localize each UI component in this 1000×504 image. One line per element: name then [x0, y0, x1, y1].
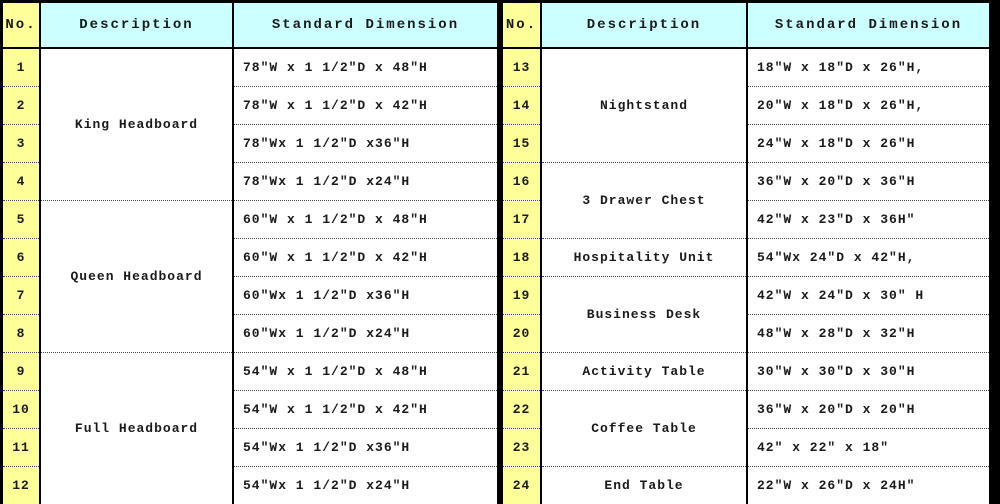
dimension-cell: 60″W x 1 1/2″D x 48″H [233, 201, 497, 239]
description-cell: Full Headboard [40, 353, 233, 504]
header-dimension: Standard Dimension [233, 3, 497, 48]
right-table: No. Description Standard Dimension 13 Ni… [503, 3, 989, 504]
row-number-cell: 23 [503, 429, 541, 467]
description-cell: Queen Headboard [40, 201, 233, 353]
description-cell: End Table [541, 467, 747, 504]
row-number-cell: 1 [3, 48, 40, 87]
dimension-cell: 78″Wx 1 1/2″D x36″H [233, 125, 497, 163]
row-number-cell: 13 [503, 48, 541, 87]
dimension-cell: 36″W x 20″D x 36″H [747, 163, 989, 201]
row-number-cell: 20 [503, 315, 541, 353]
row-number-cell: 24 [503, 467, 541, 504]
table-row: 5 Queen Headboard 60″W x 1 1/2″D x 48″H [3, 201, 497, 239]
dimension-cell: 54″Wx 24″D x 42″H, [747, 239, 989, 277]
dimension-cell: 60″Wx 1 1/2″D x24″H [233, 315, 497, 353]
description-cell: Hospitality Unit [541, 239, 747, 277]
dimension-cell: 54″Wx 1 1/2″D x24″H [233, 467, 497, 504]
row-number-cell: 7 [3, 277, 40, 315]
dimension-cell: 48″W x 28″D x 32″H [747, 315, 989, 353]
description-cell: Coffee Table [541, 391, 747, 467]
header-description: Description [541, 3, 747, 48]
dimension-cell: 20″W x 18″D x 26″H, [747, 87, 989, 125]
row-number-cell: 3 [3, 125, 40, 163]
dimension-cell: 42″W x 24″D x 30″ H [747, 277, 989, 315]
row-number-cell: 8 [3, 315, 40, 353]
header-no: No. [3, 3, 40, 48]
left-table: No. Description Standard Dimension 1 Kin… [3, 3, 497, 504]
dimension-cell: 60″Wx 1 1/2″D x36″H [233, 277, 497, 315]
dimension-cell: 42″W x 23″D x 36H″ [747, 201, 989, 239]
table-row: 13 Nightstand 18″W x 18″D x 26″H, [503, 48, 989, 87]
header-description: Description [40, 3, 233, 48]
table-row: 21 Activity Table 30″W x 30″D x 30″H [503, 353, 989, 391]
dimension-cell: 78″W x 1 1/2″D x 42″H [233, 87, 497, 125]
dimension-cell: 24″W x 18″D x 26″H [747, 125, 989, 163]
dimension-cell: 54″Wx 1 1/2″D x36″H [233, 429, 497, 467]
table-row: 19 Business Desk 42″W x 24″D x 30″ H [503, 277, 989, 315]
table-row: 1 King Headboard 78″W x 1 1/2″D x 48″H [3, 48, 497, 87]
row-number-cell: 15 [503, 125, 541, 163]
dimension-cell: 42″ x 22″ x 18″ [747, 429, 989, 467]
row-number-cell: 11 [3, 429, 40, 467]
row-number-cell: 9 [3, 353, 40, 391]
dimension-cell: 78″W x 1 1/2″D x 48″H [233, 48, 497, 87]
row-number-cell: 22 [503, 391, 541, 429]
dimension-cell: 36″W x 20″D x 20″H [747, 391, 989, 429]
row-number-cell: 5 [3, 201, 40, 239]
table-row: 18 Hospitality Unit 54″Wx 24″D x 42″H, [503, 239, 989, 277]
row-number-cell: 21 [503, 353, 541, 391]
row-number-cell: 18 [503, 239, 541, 277]
dimension-cell: 22″W x 26″D x 24H″ [747, 467, 989, 504]
table-row: 22 Coffee Table 36″W x 20″D x 20″H [503, 391, 989, 429]
description-cell: King Headboard [40, 48, 233, 201]
dimension-cell: 78″Wx 1 1/2″D x24″H [233, 163, 497, 201]
row-number-cell: 16 [503, 163, 541, 201]
description-cell: Business Desk [541, 277, 747, 353]
row-number-cell: 17 [503, 201, 541, 239]
header-dimension: Standard Dimension [747, 3, 989, 48]
row-number-cell: 14 [503, 87, 541, 125]
dimension-cell: 18″W x 18″D x 26″H, [747, 48, 989, 87]
header-no: No. [503, 3, 541, 48]
dimension-cell: 30″W x 30″D x 30″H [747, 353, 989, 391]
description-cell: 3 Drawer Chest [541, 163, 747, 239]
row-number-cell: 2 [3, 87, 40, 125]
table-row: 9 Full Headboard 54″W x 1 1/2″D x 48″H [3, 353, 497, 391]
dimension-cell: 54″W x 1 1/2″D x 48″H [233, 353, 497, 391]
table-row: 16 3 Drawer Chest 36″W x 20″D x 36″H [503, 163, 989, 201]
row-number-cell: 12 [3, 467, 40, 504]
row-number-cell: 6 [3, 239, 40, 277]
dimension-cell: 60″W x 1 1/2″D x 42″H [233, 239, 497, 277]
row-number-cell: 4 [3, 163, 40, 201]
description-cell: Activity Table [541, 353, 747, 391]
header-row: No. Description Standard Dimension [3, 3, 497, 48]
row-number-cell: 10 [3, 391, 40, 429]
table-row: 24 End Table 22″W x 26″D x 24H″ [503, 467, 989, 504]
row-number-cell: 19 [503, 277, 541, 315]
dimension-cell: 54″W x 1 1/2″D x 42″H [233, 391, 497, 429]
header-row: No. Description Standard Dimension [503, 3, 989, 48]
description-cell: Nightstand [541, 48, 747, 163]
